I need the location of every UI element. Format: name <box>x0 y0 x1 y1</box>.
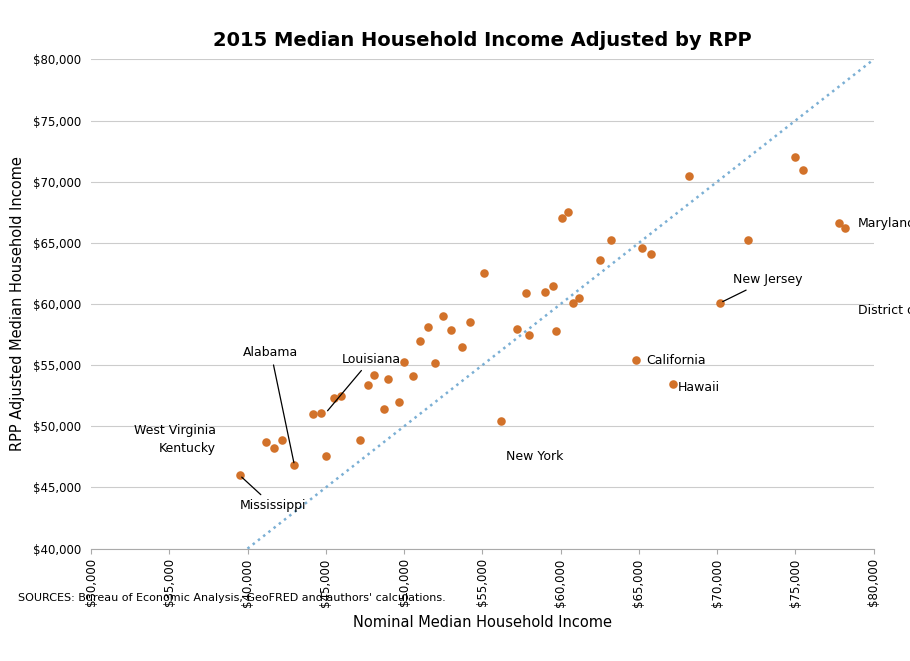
Text: SOURCES: Bureau of Economic Analysis, GeoFRED and authors' calculations.: SOURCES: Bureau of Economic Analysis, Ge… <box>18 593 446 603</box>
Point <box>428 358 442 368</box>
Point <box>555 213 570 223</box>
Point <box>377 404 391 414</box>
Text: Louisiana: Louisiana <box>328 352 400 410</box>
Text: Mississippi: Mississippi <box>239 477 306 512</box>
Point <box>666 378 681 389</box>
Title: 2015 Median Household Income Adjusted by RPP: 2015 Median Household Income Adjusted by… <box>213 30 752 50</box>
Point <box>334 391 349 401</box>
Point <box>397 356 411 367</box>
Point <box>462 317 477 328</box>
Text: West Virginia: West Virginia <box>134 424 217 436</box>
Point <box>838 223 853 233</box>
Text: Hawaii: Hawaii <box>678 381 720 394</box>
Text: New Jersey: New Jersey <box>723 273 803 301</box>
Point <box>603 235 618 246</box>
Point <box>259 437 274 447</box>
Point <box>549 326 563 336</box>
Point <box>788 152 803 163</box>
Point <box>288 460 302 471</box>
Point <box>522 329 537 340</box>
Point <box>455 342 470 352</box>
Point <box>629 355 643 366</box>
Text: District of Columbia: District of Columbia <box>858 303 910 317</box>
Point <box>561 207 576 217</box>
Y-axis label: RPP Adjusted Median Household Income: RPP Adjusted Median Household Income <box>10 157 25 451</box>
Point <box>436 311 450 322</box>
Text: St. Louis: St. Louis <box>235 629 312 643</box>
Text: New York: New York <box>506 450 563 463</box>
Point <box>682 171 696 181</box>
Point <box>392 397 407 407</box>
Point <box>741 235 755 246</box>
Point <box>519 288 533 298</box>
Point <box>318 450 333 461</box>
Point <box>420 322 435 332</box>
Text: Maryland: Maryland <box>858 217 910 230</box>
Text: F: F <box>14 629 24 644</box>
Point <box>381 373 396 384</box>
Text: of: of <box>207 629 224 643</box>
Point <box>592 254 607 265</box>
Point <box>538 287 552 297</box>
Point <box>566 297 581 308</box>
Point <box>494 416 509 427</box>
Point <box>353 434 368 445</box>
Point <box>713 297 727 308</box>
Point <box>306 408 320 419</box>
Text: California: California <box>647 354 706 367</box>
Text: Alabama: Alabama <box>243 346 298 463</box>
Point <box>367 369 381 380</box>
Point <box>634 243 649 253</box>
X-axis label: Nominal Median Household Income: Nominal Median Household Income <box>353 615 612 630</box>
Text: Federal Reserve Bank: Federal Reserve Bank <box>16 629 200 643</box>
Point <box>267 443 281 453</box>
Point <box>360 379 375 390</box>
Point <box>232 470 247 481</box>
Point <box>275 434 289 445</box>
Point <box>796 165 811 175</box>
Point <box>644 249 659 259</box>
Point <box>510 323 524 334</box>
Text: Kentucky: Kentucky <box>159 442 217 455</box>
Point <box>477 268 491 279</box>
Point <box>444 325 459 335</box>
Point <box>545 280 560 291</box>
Point <box>406 371 420 381</box>
Point <box>572 293 587 303</box>
Point <box>412 335 427 346</box>
Point <box>832 218 846 229</box>
Point <box>314 408 329 418</box>
Point <box>327 393 341 403</box>
